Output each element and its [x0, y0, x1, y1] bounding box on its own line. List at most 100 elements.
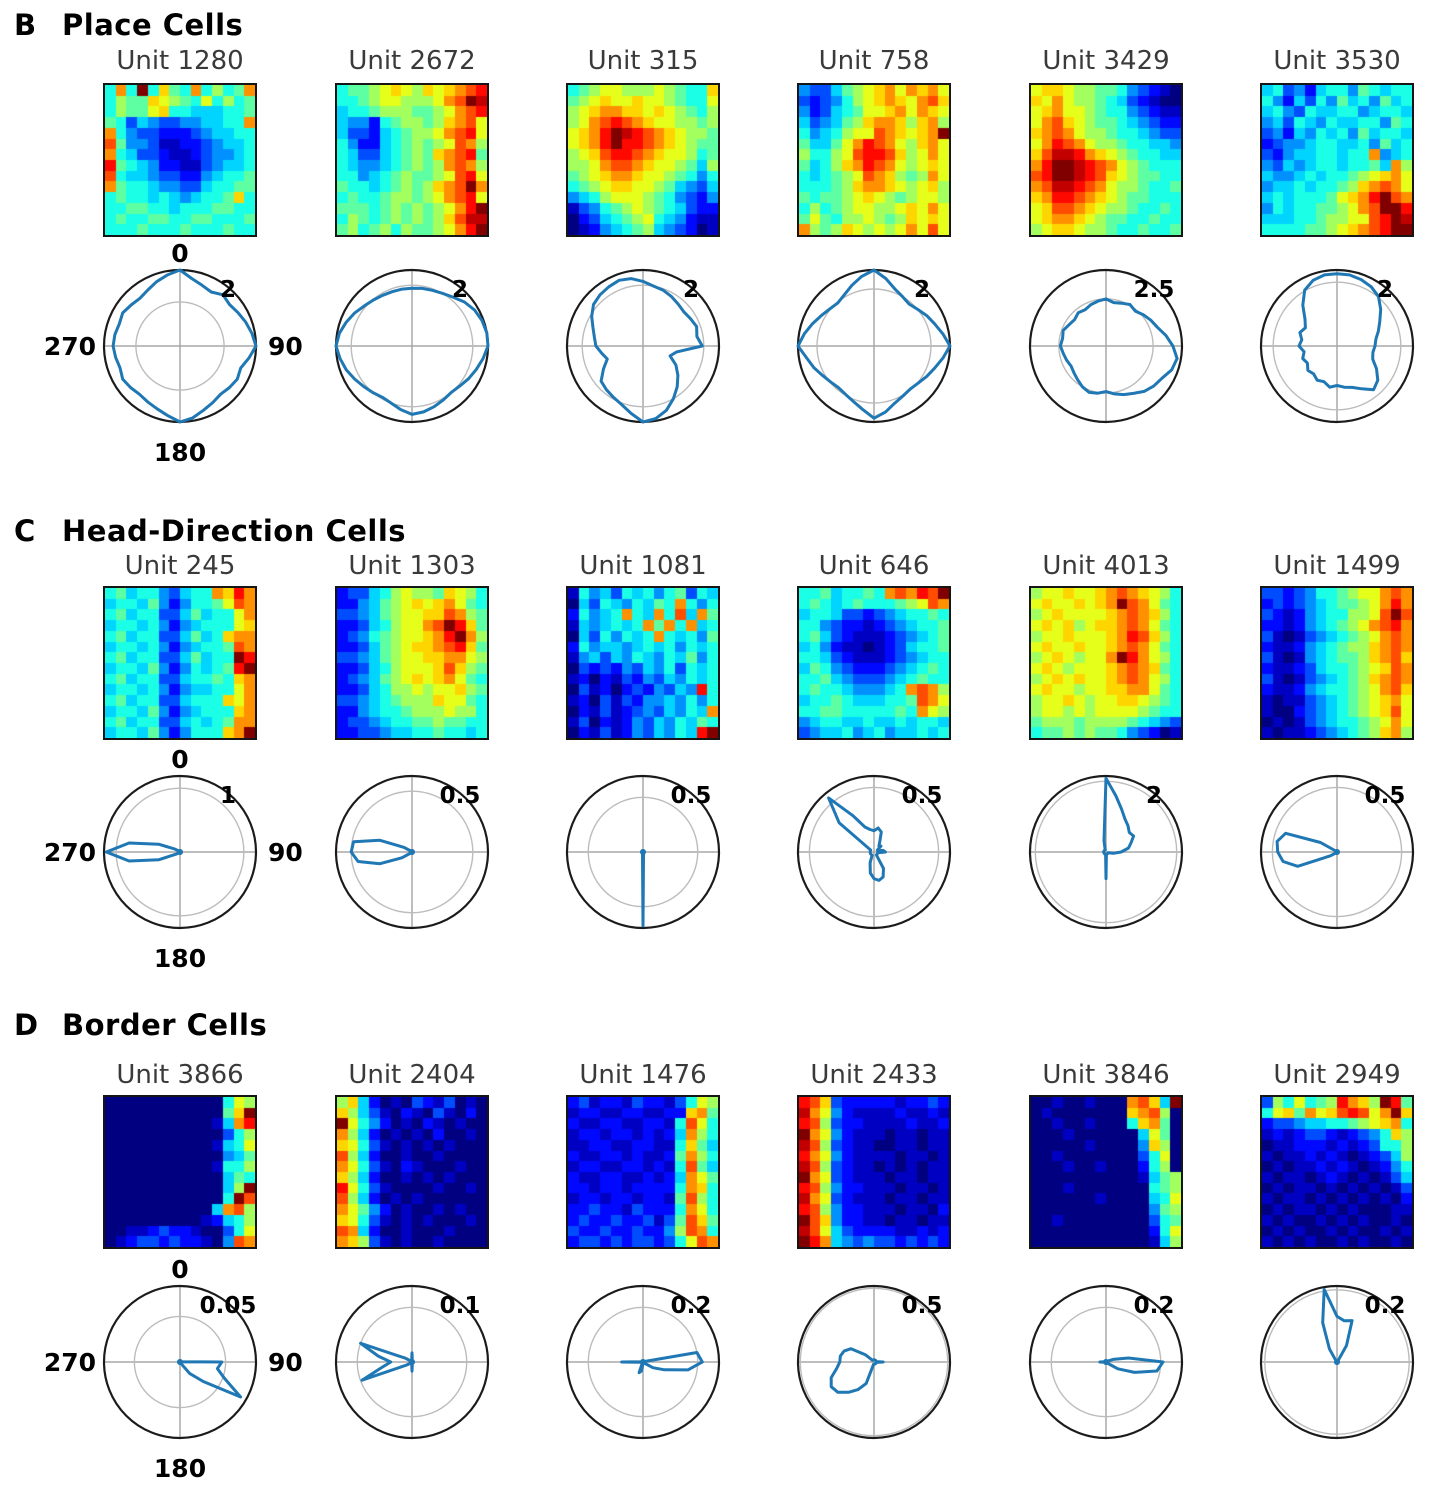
polar-rmax-label: 1	[220, 783, 236, 809]
polar-rmax-label: 0.5	[902, 783, 943, 809]
unit-title: Unit 2404	[348, 1060, 476, 1090]
hd-tuning-curve	[359, 1341, 415, 1382]
polar-rmax-label: 0.5	[440, 783, 481, 809]
unit-title: Unit 3429	[1042, 46, 1170, 76]
panel-letter: B	[14, 8, 37, 42]
polar-angle-label-90: 90	[268, 332, 303, 361]
hd-polar-plot: 2	[334, 268, 490, 424]
rate-map-heatmap	[797, 586, 951, 740]
rate-map-heatmap	[103, 1095, 257, 1249]
hd-tuning-curve	[1102, 776, 1136, 881]
polar-rmax-label: 0.5	[902, 1293, 943, 1319]
hd-tuning-curve	[334, 286, 490, 416]
hd-polar-plot: 2	[1028, 774, 1184, 930]
unit-title: Unit 3846	[1042, 1060, 1170, 1090]
hd-polar-plot: 0.5	[796, 1284, 952, 1440]
polar-angle-label-90: 90	[268, 1348, 303, 1377]
hd-tuning-curve	[1321, 1287, 1354, 1365]
polar-angle-label-180: 180	[154, 1454, 206, 1483]
unit-title: Unit 315	[587, 46, 699, 76]
hd-tuning-curve	[111, 268, 258, 424]
polar-rmax-label: 0.05	[200, 1293, 257, 1319]
hd-polar-plot: 0.1	[334, 1284, 490, 1440]
unit-title: Unit 758	[818, 46, 930, 76]
unit-title: Unit 1081	[579, 551, 707, 581]
unit-title: Unit 1303	[348, 551, 476, 581]
unit-title: Unit 3530	[1273, 46, 1401, 76]
polar-angle-label-0: 0	[171, 1255, 188, 1284]
polar-rmax-label: 0.1	[440, 1293, 481, 1319]
hd-polar-plot: 2.5	[1028, 268, 1184, 424]
polar-angle-label-270: 270	[44, 838, 96, 867]
polar-rmax-label: 0.5	[671, 783, 712, 809]
panel-title: Border Cells	[62, 1008, 268, 1042]
rate-map-heatmap	[1029, 1095, 1183, 1249]
hd-polar-plot: 2 0 90 180 270	[44, 239, 303, 467]
rate-map-heatmap	[103, 586, 257, 740]
hd-tuning-curve	[796, 268, 952, 420]
unit-title: Unit 2433	[810, 1060, 938, 1090]
hd-tuning-curve	[829, 1347, 885, 1394]
hd-tuning-curve	[827, 796, 887, 882]
panel-header-border-cells: D Border Cells	[14, 1008, 267, 1042]
polar-rmax-label: 2	[683, 277, 699, 303]
rate-map-heatmap	[797, 83, 951, 237]
unit-title: Unit 1499	[1273, 551, 1401, 581]
hd-tuning-curve	[349, 838, 415, 866]
hd-tuning-curve	[1297, 272, 1383, 392]
panel-letter: D	[14, 1008, 39, 1042]
polar-rmax-label: 2	[1146, 783, 1162, 809]
unit-title: Unit 1280	[116, 46, 244, 76]
hd-polar-plot: 0.2	[1259, 1284, 1415, 1440]
polar-rmax-label: 0.2	[1365, 1293, 1406, 1319]
unit-title: Unit 646	[818, 551, 930, 581]
hd-polar-plot: 0.5	[796, 774, 952, 930]
rate-map-heatmap	[335, 83, 489, 237]
panel-title: Place Cells	[62, 8, 244, 42]
hd-tuning-curve	[177, 1359, 243, 1399]
hd-tuning-curve	[1275, 831, 1340, 868]
polar-angle-label-270: 270	[44, 1348, 96, 1377]
hd-polar-plot: 0.5	[565, 774, 721, 930]
hd-tuning-curve	[640, 849, 646, 928]
rate-map-heatmap	[1260, 586, 1414, 740]
rate-map-heatmap	[103, 83, 257, 237]
polar-rmax-label: 0.5	[1365, 783, 1406, 809]
rate-map-heatmap	[566, 83, 720, 237]
polar-angle-label-180: 180	[154, 944, 206, 973]
hd-polar-plot: 2	[1259, 268, 1415, 424]
hd-tuning-curve	[590, 277, 704, 424]
panel-letter: C	[14, 514, 36, 548]
unit-title: Unit 4013	[1042, 551, 1170, 581]
polar-angle-label-90: 90	[268, 838, 303, 867]
rate-map-heatmap	[566, 1095, 720, 1249]
polar-rmax-label: 2.5	[1134, 277, 1175, 303]
panel-title: Head-Direction Cells	[62, 514, 407, 548]
hd-polar-plot: 0.05 0 90 180 270	[44, 1255, 303, 1483]
polar-rmax-label: 2	[914, 277, 930, 303]
hd-polar-plot: 2	[565, 268, 721, 424]
panel-header-place-cells: B Place Cells	[14, 8, 243, 42]
polar-rmax-label: 0.2	[1134, 1293, 1175, 1319]
unit-title: Unit 1476	[579, 1060, 707, 1090]
unit-title: Unit 245	[124, 551, 236, 581]
rate-map-heatmap	[335, 1095, 489, 1249]
polar-angle-label-180: 180	[154, 438, 206, 467]
unit-title: Unit 3866	[116, 1060, 244, 1090]
hd-tuning-curve	[1058, 297, 1179, 397]
hd-polar-plot: 2	[796, 268, 952, 424]
unit-title: Unit 2672	[348, 46, 476, 76]
rate-map-heatmap	[1029, 586, 1183, 740]
hd-polar-plot: 0.2	[565, 1284, 721, 1440]
polar-angle-label-0: 0	[171, 745, 188, 774]
hd-polar-plot: 0.5	[1259, 774, 1415, 930]
polar-angle-label-270: 270	[44, 332, 96, 361]
rate-map-heatmap	[1260, 83, 1414, 237]
polar-rmax-label: 2	[452, 277, 468, 303]
panel-header-head-direction-cells: C Head-Direction Cells	[14, 514, 406, 548]
polar-angle-label-0: 0	[171, 239, 188, 268]
unit-title: Unit 2949	[1273, 1060, 1401, 1090]
rate-map-heatmap	[1029, 83, 1183, 237]
hd-tuning-curve	[1098, 1356, 1165, 1374]
